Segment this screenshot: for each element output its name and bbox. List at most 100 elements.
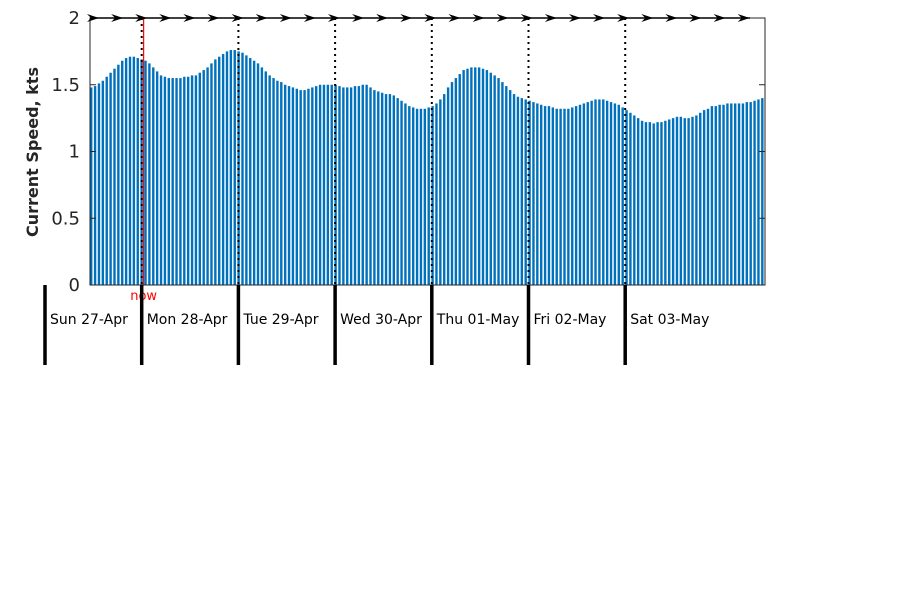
speed-bar xyxy=(450,82,454,285)
speed-bar xyxy=(357,86,361,285)
speed-bar xyxy=(330,84,333,285)
speed-bar xyxy=(621,107,624,285)
speed-bar xyxy=(446,87,450,285)
speed-bar xyxy=(555,108,558,285)
speed-bar xyxy=(144,60,147,285)
speed-bar xyxy=(567,108,570,285)
speed-bar xyxy=(377,91,380,286)
direction-arrow-icon xyxy=(689,14,702,22)
speed-bar xyxy=(136,58,139,285)
direction-arrow-icon xyxy=(713,14,726,22)
day-label: Sun 27-Apr xyxy=(50,312,128,328)
y-axis: 0 0.5 1 1.5 2 xyxy=(51,8,765,296)
speed-bar xyxy=(648,122,652,285)
speed-bar xyxy=(249,58,252,285)
direction-arrow-icon xyxy=(617,14,630,22)
speed-bar xyxy=(361,84,364,285)
speed-bar xyxy=(737,103,741,285)
speed-bar xyxy=(318,84,322,285)
speed-bar xyxy=(353,86,357,285)
speed-bar xyxy=(733,103,737,285)
direction-arrow-icon xyxy=(111,14,124,22)
direction-arrow-icon xyxy=(352,14,365,22)
speed-bar xyxy=(299,90,302,285)
direction-arrow-icon xyxy=(87,14,99,22)
day-label: Tue 29-Apr xyxy=(242,312,318,328)
speed-bar xyxy=(629,112,632,285)
direction-arrow-icon xyxy=(303,14,316,22)
speed-bar xyxy=(679,116,683,285)
speed-bar xyxy=(214,59,217,285)
speed-bar xyxy=(543,106,547,285)
speed-bar xyxy=(113,68,116,285)
speed-bar xyxy=(489,72,492,285)
speed-bar xyxy=(640,120,644,285)
direction-arrows xyxy=(87,14,750,22)
speed-bar xyxy=(644,122,648,285)
speed-bar xyxy=(477,67,481,286)
speed-bar xyxy=(571,107,574,285)
speed-bar xyxy=(392,95,395,286)
speed-bar xyxy=(326,84,330,285)
speed-bar xyxy=(493,75,496,285)
speed-bar xyxy=(225,51,229,286)
speed-bar xyxy=(183,76,186,286)
speed-bar xyxy=(152,67,155,286)
speed-bar xyxy=(699,112,702,285)
speed-bar xyxy=(664,120,667,285)
speed-bar xyxy=(155,71,159,286)
speed-bar xyxy=(668,119,671,286)
speed-bar xyxy=(462,70,465,285)
speed-bar xyxy=(481,68,485,285)
speed-bar xyxy=(726,103,729,285)
speed-bar xyxy=(652,123,655,285)
speed-bar xyxy=(431,106,434,285)
speed-bar xyxy=(419,108,423,285)
speed-bar xyxy=(163,76,167,286)
direction-arrow-icon xyxy=(255,14,268,22)
speed-bar xyxy=(466,68,469,285)
speed-bar xyxy=(435,103,438,285)
speed-bar xyxy=(551,107,555,285)
speed-bar xyxy=(121,60,124,285)
speed-bar xyxy=(117,64,120,285)
direction-arrow-icon xyxy=(376,14,389,22)
speed-bar xyxy=(415,108,419,285)
speed-bar xyxy=(311,87,314,285)
speed-bar xyxy=(443,94,446,285)
speed-bar xyxy=(528,100,531,286)
speed-bar xyxy=(609,102,613,285)
speed-bar xyxy=(590,100,593,286)
direction-arrow-icon xyxy=(448,14,461,22)
speed-bar xyxy=(283,84,287,285)
speed-bar xyxy=(105,76,108,286)
speed-bar xyxy=(202,70,205,285)
speed-bar xyxy=(252,60,256,285)
speed-bar xyxy=(586,102,589,285)
direction-arrow-icon xyxy=(737,14,750,22)
speed-bar xyxy=(547,106,551,285)
speed-bar xyxy=(671,118,675,286)
day-label: Fri 02-May xyxy=(534,312,607,328)
speed-bar xyxy=(132,56,136,285)
speed-bar xyxy=(722,104,725,286)
speed-bar xyxy=(167,78,170,285)
y-tick-label: 0 xyxy=(69,275,80,296)
direction-arrow-icon xyxy=(593,14,606,22)
speed-bar xyxy=(221,54,225,285)
speed-bar xyxy=(427,107,430,285)
speed-bar xyxy=(718,104,721,286)
speed-bar xyxy=(365,84,368,285)
speed-bar xyxy=(536,103,539,285)
speed-bar xyxy=(268,75,271,285)
speed-bar xyxy=(90,87,93,285)
speed-bar xyxy=(617,104,620,286)
speed-bar xyxy=(245,55,248,285)
speed-bar xyxy=(691,116,694,285)
direction-arrow-icon xyxy=(496,14,509,22)
direction-arrow-icon xyxy=(641,14,654,22)
speed-bar xyxy=(93,86,97,285)
speed-bar xyxy=(636,118,640,286)
speed-bar xyxy=(334,84,337,285)
speed-bar xyxy=(101,80,105,285)
